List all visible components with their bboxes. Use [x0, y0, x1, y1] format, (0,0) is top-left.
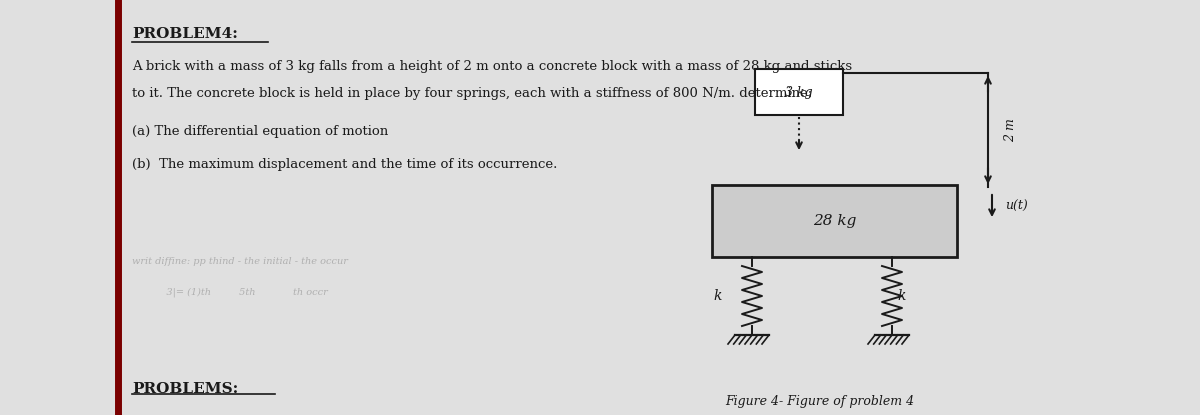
Bar — [755, 69, 842, 115]
Text: Figure 4- Figure of problem 4: Figure 4- Figure of problem 4 — [726, 395, 914, 408]
Text: A brick with a mass of 3 kg falls from a height of 2 m onto a concrete block wit: A brick with a mass of 3 kg falls from a… — [132, 60, 852, 73]
Text: (a) The differential equation of motion: (a) The differential equation of motion — [132, 125, 389, 138]
Text: k: k — [714, 289, 722, 303]
Text: 3 kg: 3 kg — [785, 85, 812, 98]
Text: (b)  The maximum displacement and the time of its occurrence.: (b) The maximum displacement and the tim… — [132, 158, 557, 171]
Text: 2 m: 2 m — [1004, 118, 1018, 142]
Bar — [712, 185, 958, 257]
Text: 3|= (1)th         5th            th occr: 3|= (1)th 5th th occr — [132, 287, 328, 297]
Text: PROBLEMS:: PROBLEMS: — [132, 382, 239, 396]
Text: 28 kg: 28 kg — [812, 214, 856, 228]
Text: to it. The concrete block is held in place by four springs, each with a stiffnes: to it. The concrete block is held in pla… — [132, 87, 812, 100]
Text: writ diffine: pp thind - the initial - the occur: writ diffine: pp thind - the initial - t… — [132, 257, 348, 266]
Text: k: k — [898, 289, 905, 303]
Text: PROBLEM4:: PROBLEM4: — [132, 27, 238, 41]
Text: u(t): u(t) — [1006, 200, 1027, 212]
